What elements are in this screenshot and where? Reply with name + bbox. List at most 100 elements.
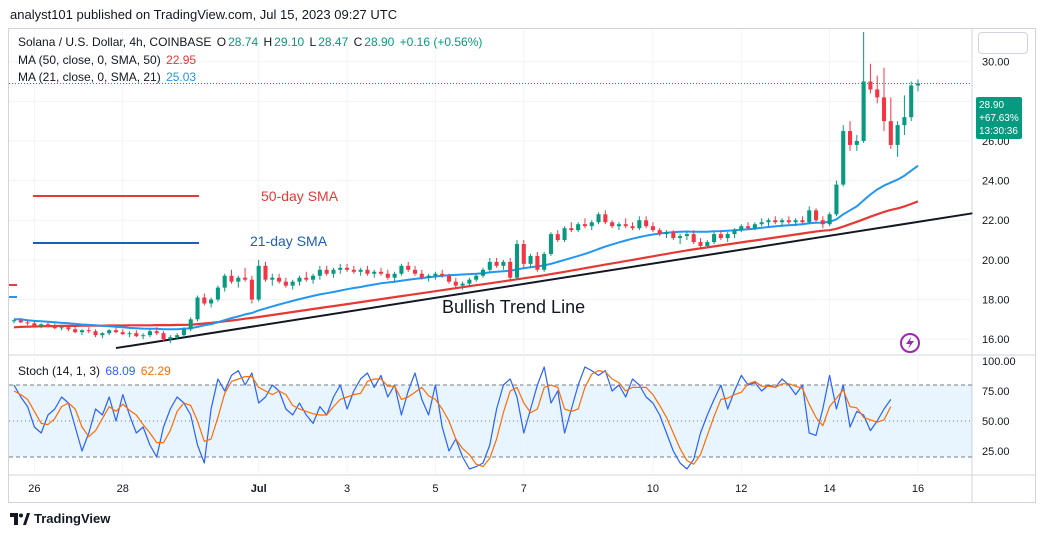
candle-body <box>86 330 91 332</box>
candle-body <box>154 331 159 334</box>
bar-countdown: 13:30:36 <box>979 126 1018 137</box>
ma50-legend[interactable]: MA (50, close, 0, SMA, 50) 22.95 <box>18 53 198 67</box>
candle-body <box>175 335 180 338</box>
candle-body <box>684 234 689 237</box>
candle-body <box>752 224 757 229</box>
price-tick-label: 20.00 <box>982 255 1010 267</box>
candle-body <box>582 224 587 227</box>
candle-body <box>52 325 57 329</box>
candle-body <box>494 261 499 266</box>
candle-body <box>236 277 241 282</box>
candle-body <box>147 331 152 336</box>
candle-body <box>576 224 581 231</box>
candle-body <box>93 331 98 336</box>
time-tick-label: 26 <box>28 483 40 495</box>
candle-body <box>215 287 220 300</box>
ma21-label: MA (21, close, 0, SMA, 21) <box>18 70 161 84</box>
candle-body <box>399 265 404 274</box>
candle-body <box>107 330 112 334</box>
time-tick-label: Jul <box>251 483 267 495</box>
candle-body <box>45 324 51 326</box>
stoch-tick-label: 100.00 <box>982 356 1016 368</box>
candle-body <box>521 244 526 264</box>
high-label: H <box>263 35 273 49</box>
low-label: L <box>309 35 317 49</box>
bullish-trend-line <box>115 212 973 350</box>
candle-body <box>161 333 166 340</box>
candle-body <box>637 220 642 229</box>
candle-body <box>127 333 132 335</box>
candle-body <box>18 320 23 323</box>
candle-body <box>134 333 139 337</box>
trend-line-annotation: Bullish Trend Line <box>442 297 586 317</box>
time-tick-label: 14 <box>824 483 836 495</box>
candle-body <box>433 273 438 276</box>
candle-body <box>827 214 832 225</box>
candle-body <box>718 234 723 239</box>
candle-body <box>256 265 261 300</box>
candle-body <box>66 327 71 330</box>
ma21-legend[interactable]: MA (21, close, 0, SMA, 21) 25.03 <box>18 70 198 84</box>
brand-name: TradingView <box>34 511 111 526</box>
tradingview-brand[interactable]: TradingView <box>10 511 110 526</box>
candle-body <box>331 269 336 274</box>
candle-body <box>881 97 887 122</box>
ma21-value: 25.03 <box>166 70 197 84</box>
candle-body <box>372 271 377 274</box>
candle-body <box>467 279 472 284</box>
candle-body <box>814 210 819 221</box>
candle-body <box>79 330 85 333</box>
stoch-tick-label: 75.00 <box>982 386 1010 398</box>
flash-icon[interactable] <box>900 333 920 353</box>
time-tick-label: 28 <box>117 483 129 495</box>
candle-body <box>630 226 635 229</box>
candle-body <box>773 220 778 223</box>
stoch-legend[interactable]: Stoch (14, 1, 3) 68.09 62.29 <box>18 364 173 378</box>
candle-body <box>902 117 907 126</box>
candle-body <box>807 210 812 223</box>
time-tick-label: 5 <box>432 483 438 495</box>
candle-body <box>562 228 567 241</box>
candle-body <box>480 269 486 276</box>
candle-body <box>875 89 880 98</box>
candle-body <box>270 277 275 280</box>
candle-body <box>528 255 533 264</box>
candle-body <box>202 297 207 304</box>
candle-body <box>365 269 370 274</box>
candle-body <box>453 281 458 286</box>
low-value: 28.47 <box>318 35 349 49</box>
candle-body <box>474 275 479 280</box>
candle-body <box>446 275 452 282</box>
candle-body <box>25 322 30 324</box>
time-tick-label: 7 <box>521 483 527 495</box>
candle-body <box>181 329 186 336</box>
chart-frame <box>8 28 1036 503</box>
ma50-value: 22.95 <box>166 53 197 67</box>
candle-body <box>514 244 520 278</box>
candle-body <box>501 261 506 266</box>
candle-body <box>378 271 384 274</box>
candle-body <box>712 234 717 243</box>
publisher-text: analyst101 published on TradingView.com,… <box>10 7 398 22</box>
last-price: 28.90 <box>979 100 1005 111</box>
candle-body <box>317 269 322 276</box>
candle-body <box>868 81 873 90</box>
ma50-label: MA (50, close, 0, SMA, 50) <box>18 53 161 67</box>
close-label: C <box>353 35 363 49</box>
candle-body <box>324 269 329 274</box>
candle-body <box>243 277 248 280</box>
tradingview-logo-icon <box>10 512 30 525</box>
candle-body <box>358 269 363 272</box>
candle-body <box>698 242 703 247</box>
stoch-label: Stoch (14, 1, 3) <box>18 364 101 378</box>
candle-body <box>195 297 200 320</box>
time-tick-label: 3 <box>344 483 350 495</box>
time-tick-label: 12 <box>735 483 747 495</box>
candle-body <box>385 273 390 278</box>
candle-body <box>120 332 125 335</box>
chart-settings-button[interactable] <box>978 32 1028 54</box>
candle-body <box>535 255 540 270</box>
symbol-label[interactable]: Solana / U.S. Dollar, 4h, COINBASE <box>18 35 212 49</box>
close-value: 28.90 <box>364 35 395 49</box>
